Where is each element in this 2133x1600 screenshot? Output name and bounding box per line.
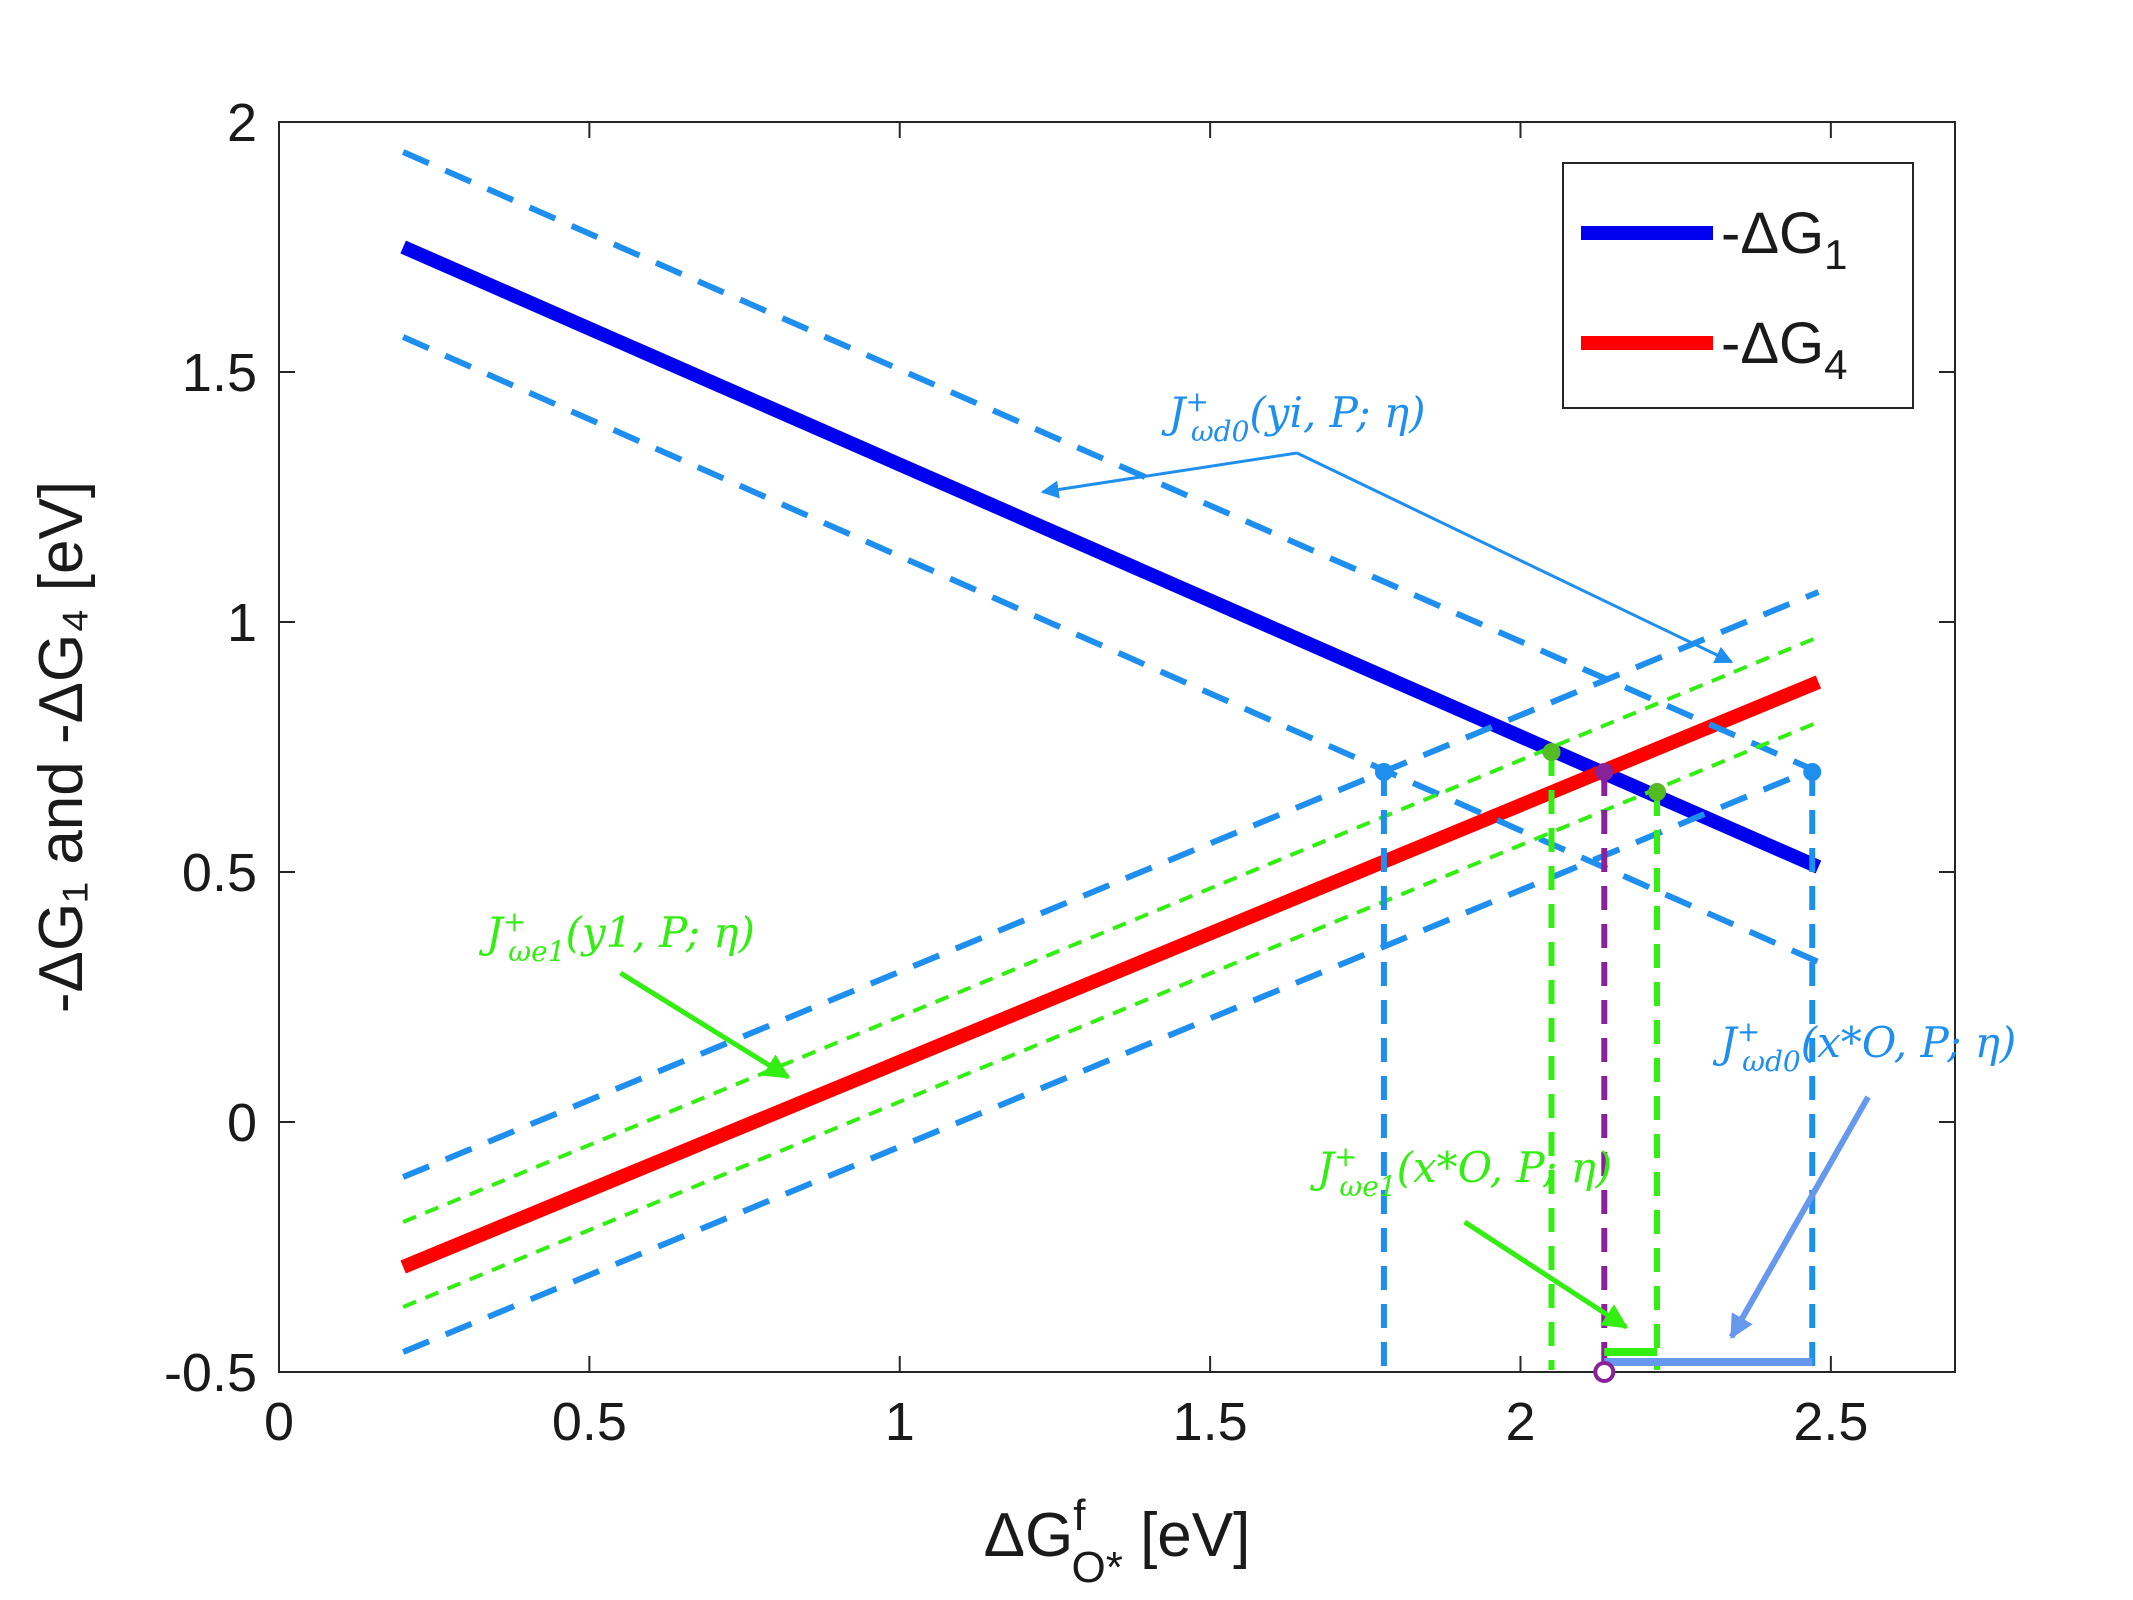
y-tick-label: 1 [227,593,257,653]
series-line-4 [402,589,1820,1180]
annotation-arrow-1 [1296,451,1734,664]
annotation-label: J+ ωe1(x*O, P; η) [1309,1140,1612,1203]
y-tick-label: 0.5 [182,843,257,903]
legend: -ΔG1 -ΔG4 [1562,162,1914,409]
y-tick-label: 2 [227,93,257,153]
annotation-layer: J+ ωd0(yi, P; η) J+ ωe1(y1, P; η) J+ ωd0(x*O,… [478,385,2016,1340]
series-line-6 [402,635,1820,1224]
annotation-label: J+ ωd0(x*O, P; η) [1712,1015,2016,1078]
series-line-5 [402,764,1820,1355]
marker-point-0 [1374,763,1393,781]
axis-labels: ΔGf O* [eV] -ΔG₁ and -ΔG₄ [eV] [27,481,1250,1592]
annotation-label: J+ ωe1(y1, P; η) [478,905,755,968]
annotation-arrow-0 [1728,1095,1871,1340]
annotation-arrow-0 [1040,451,1298,499]
annotation-label: J+ ωd0(yi, P; η) [1161,385,1426,448]
y-tick-label: -0.5 [164,1343,257,1403]
annotation-wd0-yi: J+ ωd0(yi, P; η) [1040,385,1734,664]
marker-point-3 [1648,783,1667,801]
x-tick-label: 1.5 [1173,1392,1248,1452]
x-tick-label: 1 [885,1392,915,1452]
series-line-0 [400,240,1822,874]
y-axis-label: -ΔG₁ and -ΔG₄ [eV] [27,481,96,1013]
y-tick-label: 0 [227,1093,257,1153]
series-line-7 [402,720,1820,1309]
annotation-arrow-0 [619,970,791,1080]
legend-label-1: -ΔG4 [1721,311,1848,388]
axis-ticks: 0 0.5 1 1.5 2 2.5-0.500.511.52 [164,93,1955,1452]
x-axis-label: ΔGf O* [eV] [984,1491,1251,1592]
annotation-arrow-0 [1463,1219,1629,1330]
x-tick-label: 0 [264,1392,294,1452]
series-layer [400,149,1822,1383]
marker-point-4 [1595,763,1614,781]
series-line-1 [400,675,1822,1274]
annotation-wd0-xo: J+ ωd0(x*O, P; η) [1712,1015,2016,1340]
x-tick-label: 2 [1505,1392,1535,1452]
legend-box [1562,162,1914,409]
series-line-2 [401,149,1820,775]
legend-label-0: -ΔG1 [1721,201,1848,278]
marker-point-2 [1542,743,1561,761]
marker-point-5 [1593,1361,1616,1383]
annotation-we1-xo: J+ ωe1(x*O, P; η) [1309,1140,1629,1330]
y-tick-label: 1.5 [182,343,257,403]
annotation-we1-y1: J+ ωe1(y1, P; η) [478,905,791,1080]
marker-point-1 [1803,763,1822,781]
x-tick-label: 0.5 [552,1392,627,1452]
x-tick-label: 2.5 [1793,1392,1868,1452]
series-line-3 [401,334,1820,965]
